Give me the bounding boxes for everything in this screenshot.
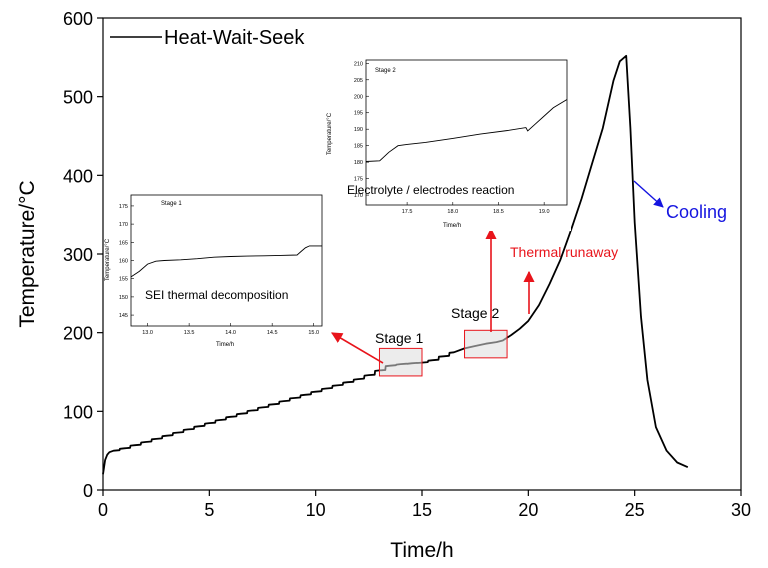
inset-x-tick-label: 18.0	[447, 209, 458, 215]
inset-y-tick-label: 170	[119, 222, 128, 228]
x-tick-label: 15	[412, 500, 432, 520]
thermal-runaway-label: Thermal runaway	[510, 244, 618, 260]
stage1-highlight-box	[378, 347, 423, 377]
inset-stage1: 145 150 155 160 165 170 175 13.0 13.5 14.0 14.5 15…	[105, 188, 329, 348]
stage1-arrow	[331, 332, 384, 364]
inset-y-tick-label: 205	[354, 78, 363, 84]
inset-stage1-y-ticks: 145 150 155 160 165 170 175	[119, 204, 134, 319]
inset-y-tick-label: 210	[354, 61, 363, 67]
inset-y-tick-label: 175	[354, 177, 363, 183]
x-axis-label: Time/h	[390, 539, 453, 562]
x-tick-label: 5	[204, 500, 214, 520]
x-axis-ticks: 0 5 10 15 20 25 30	[98, 490, 751, 520]
inset-stage2-stage-label: Stage 2	[375, 68, 396, 74]
inset-y-tick-label: 195	[354, 111, 363, 117]
inset-y-tick-label: 190	[354, 127, 363, 133]
inset-stage2-xlabel: Time/h	[443, 223, 461, 229]
inset-stage2-ylabel: Temperature/°C	[327, 112, 333, 155]
inset-x-tick-label: 13.5	[184, 330, 195, 336]
inset-stage2-frame	[365, 59, 568, 206]
inset-x-tick-label: 14.0	[225, 330, 236, 336]
inset-stage1-stage-label: Stage 1	[161, 201, 182, 207]
inset-stage2-caption: Electrolyte / electrodes reaction	[347, 183, 514, 197]
inset-x-tick-label: 18.5	[493, 209, 504, 215]
inset-y-tick-label: 175	[119, 204, 128, 210]
inset-x-tick-label: 19.0	[539, 209, 550, 215]
inset-y-tick-label: 200	[354, 94, 363, 100]
y-tick-label: 600	[63, 9, 93, 29]
inset-x-tick-label: 15.0	[308, 330, 319, 336]
x-tick-label: 25	[625, 500, 645, 520]
cooling-label: Cooling	[666, 202, 727, 222]
y-tick-label: 400	[63, 166, 93, 186]
inset-x-tick-label: 13.0	[142, 330, 153, 336]
y-tick-label: 300	[63, 245, 93, 265]
inset-stage1-panel	[118, 188, 329, 340]
inset-stage2-x-ticks: 17.5 18.0 18.5 19.0	[402, 202, 550, 215]
inset-stage2-line	[365, 99, 568, 162]
y-tick-label: 500	[63, 88, 93, 108]
inset-y-tick-label: 185	[354, 144, 363, 150]
stage2-highlight-box	[464, 329, 508, 359]
inset-x-tick-label: 17.5	[402, 209, 413, 215]
inset-stage1-caption: SEI thermal decomposition	[145, 288, 288, 302]
inset-stage2: 170 175 180 185 190 195 200 205 210 17.5 18.0 18.5…	[325, 55, 571, 231]
inset-y-tick-label: 160	[119, 259, 128, 265]
inset-stage1-x-ticks: 13.0 13.5 14.0 14.5 15.0	[142, 323, 319, 336]
y-tick-label: 200	[63, 324, 93, 344]
y-axis-ticks: 0 100 200 300 400 500 600	[63, 9, 103, 501]
x-tick-label: 10	[306, 500, 326, 520]
y-axis-label: Temperature/°C	[16, 180, 39, 327]
inset-y-tick-label: 145	[119, 313, 128, 319]
inset-stage2-y-ticks: 170 175 180 185 190 195 200 205 210	[354, 61, 369, 199]
inset-y-tick-label: 150	[119, 295, 128, 301]
legend-label: Heat-Wait-Seek	[164, 27, 305, 49]
inset-stage1-xlabel: Time/h	[216, 342, 234, 348]
stage1-label: Stage 1	[375, 330, 423, 346]
x-tick-label: 30	[731, 500, 751, 520]
inset-y-tick-label: 155	[119, 277, 128, 283]
inset-y-tick-label: 180	[354, 160, 363, 166]
y-tick-label: 100	[63, 402, 93, 422]
inset-x-tick-label: 14.5	[267, 330, 278, 336]
inset-y-tick-label: 165	[119, 240, 128, 246]
cooling-arrow	[633, 180, 664, 208]
x-tick-label: 20	[518, 500, 538, 520]
y-tick-label: 0	[83, 481, 93, 501]
stage2-label: Stage 2	[451, 305, 499, 321]
x-tick-label: 0	[98, 500, 108, 520]
inset-stage1-line	[130, 245, 322, 278]
inset-y-tick-label: 170	[354, 193, 363, 199]
inset-stage1-ylabel: Temperature/°C	[105, 238, 111, 281]
